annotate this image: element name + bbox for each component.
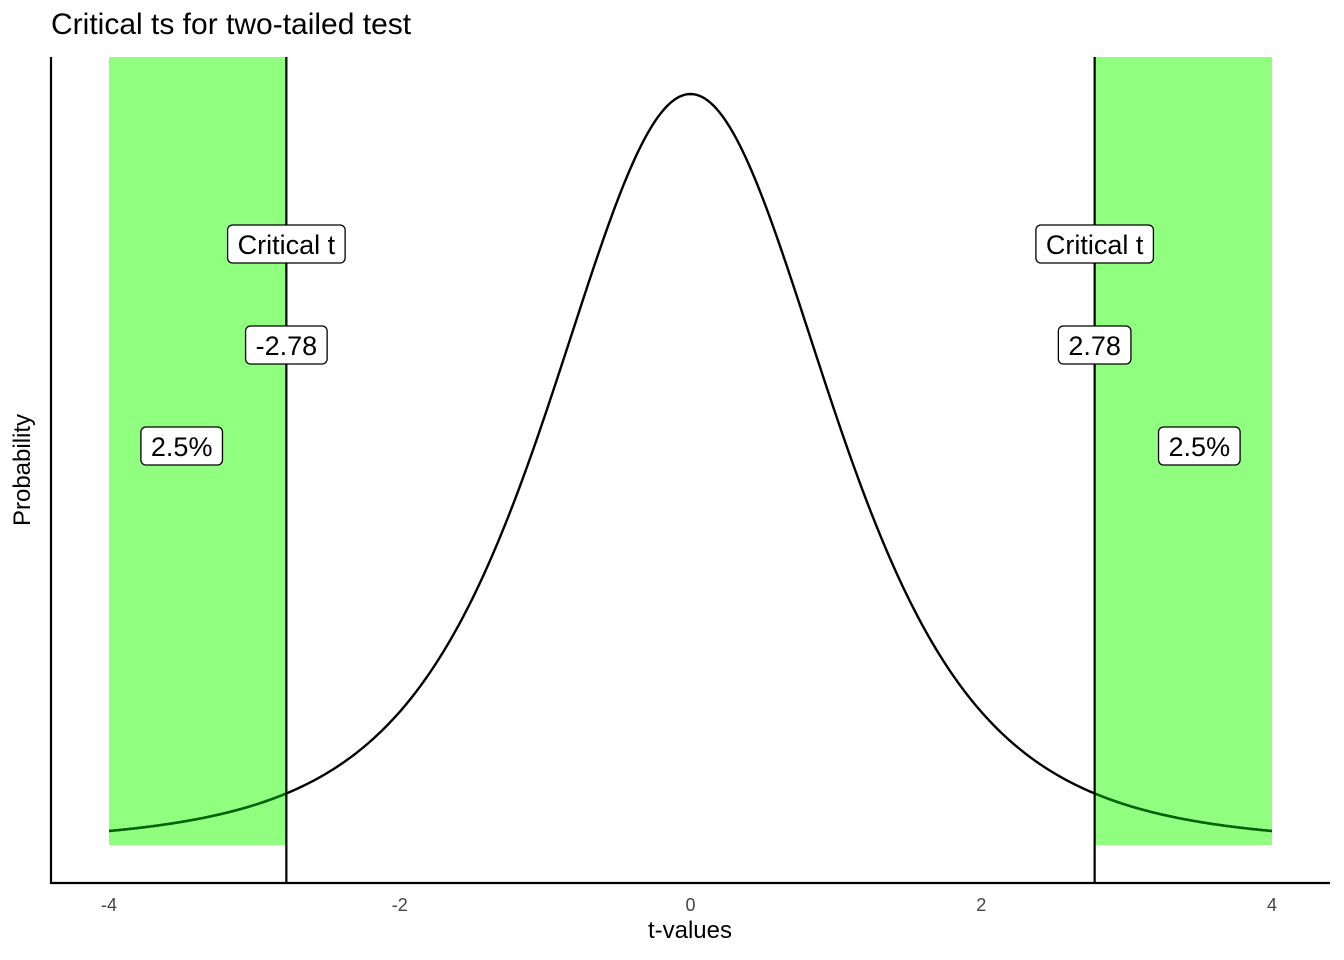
x-tick-label: -4 bbox=[101, 895, 117, 915]
density-curve-tail-0 bbox=[108, 792, 287, 833]
annotation-label: 2.5% bbox=[151, 432, 213, 462]
x-tick-label: 2 bbox=[976, 895, 986, 915]
annotation-label: 2.5% bbox=[1169, 432, 1231, 462]
annotation-box bbox=[1035, 224, 1155, 264]
density-curve-tail-1 bbox=[1094, 792, 1273, 833]
annotation-label: 2.78 bbox=[1068, 331, 1121, 361]
x-tick-label: 0 bbox=[685, 895, 695, 915]
density-curve bbox=[108, 92, 1273, 833]
annotation-box bbox=[140, 426, 224, 466]
annotation-box bbox=[226, 224, 346, 264]
x-tick-label: 4 bbox=[1267, 895, 1277, 915]
x-axis-label: t-values bbox=[647, 917, 733, 944]
annotation-label: Critical t bbox=[238, 230, 336, 260]
annotation-box bbox=[1157, 426, 1241, 466]
x-tick-label: -2 bbox=[392, 895, 408, 915]
annotation-box bbox=[244, 325, 328, 365]
annotation-label: -2.78 bbox=[256, 331, 318, 361]
annotation-label: Critical t bbox=[1046, 230, 1144, 260]
chart-title: Critical ts for two-tailed test bbox=[51, 8, 412, 41]
annotation-box bbox=[1057, 325, 1132, 365]
